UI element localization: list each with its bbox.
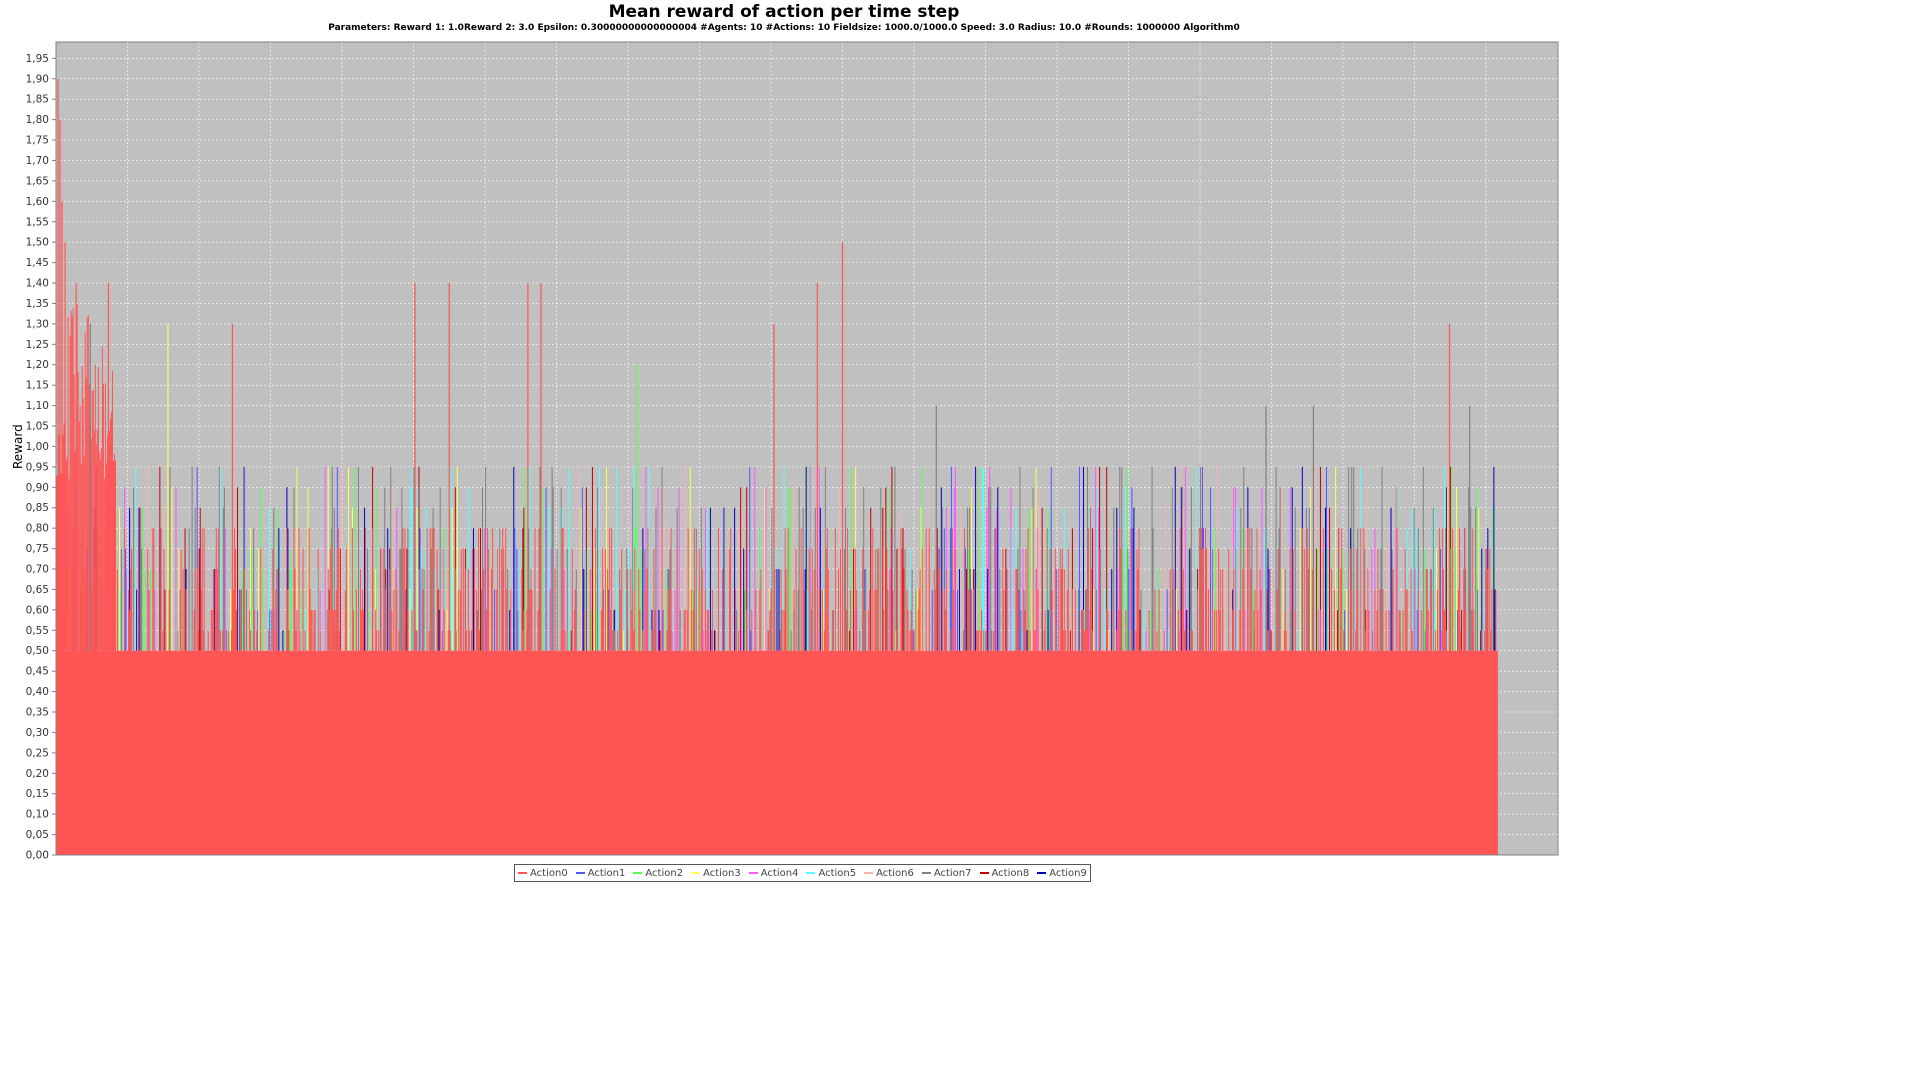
- y-tick-label: 1,10: [26, 400, 49, 412]
- legend-label: Action2: [645, 867, 684, 879]
- y-tick-label: 0,20: [26, 768, 49, 780]
- y-tick-label: 1,90: [26, 73, 49, 85]
- y-tick-label: 1,15: [26, 380, 49, 392]
- legend-item: Action4: [748, 867, 799, 879]
- y-tick-label: 0,45: [26, 666, 49, 678]
- legend-item: Action2: [633, 868, 683, 879]
- y-tick-label: 1,00: [26, 441, 49, 453]
- y-tick-label: 1,85: [26, 94, 49, 106]
- y-tick-label: 0,10: [26, 809, 49, 821]
- chart-title: Mean reward of action per time step: [608, 2, 960, 22]
- y-tick-label: 1,55: [26, 216, 49, 228]
- data-bar-base-fill: [56, 650, 1498, 855]
- y-tick-label: 0,80: [26, 523, 49, 535]
- legend-label: Action9: [1049, 867, 1087, 879]
- y-tick-label: 1,25: [26, 339, 49, 351]
- y-tick-label: 1,95: [26, 53, 49, 65]
- legend-swatch: [748, 872, 758, 874]
- y-tick-label: 0,90: [26, 482, 49, 494]
- y-tick-label: 0,25: [26, 747, 49, 759]
- legend-item: Action5: [806, 868, 856, 879]
- legend-swatch: [979, 872, 989, 874]
- legend-label: Action8: [991, 867, 1030, 879]
- y-tick-label: 1,35: [26, 298, 49, 310]
- y-tick-label: 0,65: [26, 584, 49, 596]
- y-tick-label: 0,55: [26, 625, 49, 637]
- y-tick-label: 0,70: [26, 564, 49, 576]
- y-tick-label: 1,40: [26, 278, 49, 290]
- legend-label: Action3: [703, 867, 741, 879]
- y-tick-label: 0,75: [26, 543, 49, 555]
- y-tick-label: 1,65: [26, 175, 49, 187]
- y-tick-label: 1,05: [26, 421, 49, 433]
- legend-swatch: [633, 872, 643, 874]
- y-tick-label: 0,35: [26, 707, 49, 719]
- y-tick-label: 1,45: [26, 257, 49, 269]
- legend-item: Action9: [1037, 868, 1087, 879]
- y-tick-label: 1,75: [26, 135, 49, 147]
- legend-swatch: [864, 872, 874, 874]
- y-tick-label: 0,95: [26, 461, 49, 473]
- legend-label: Action6: [876, 867, 914, 879]
- y-tick-label: 1,80: [26, 114, 49, 126]
- y-tick-label: 0,05: [26, 829, 49, 841]
- y-tick-label: 0,60: [26, 604, 49, 616]
- legend-item: Action6: [864, 868, 914, 879]
- y-tick-label: 0,50: [26, 645, 49, 657]
- y-tick-label: 1,70: [26, 155, 49, 167]
- legend-swatch: [575, 872, 585, 874]
- chart-subtitle: Parameters: Reward 1: 1.0Reward 2: 3.0 E…: [328, 23, 1240, 33]
- y-tick-label: 0,85: [26, 502, 49, 514]
- legend-swatch: [691, 872, 701, 874]
- legend-swatch: [921, 872, 931, 874]
- legend-swatch: [1037, 872, 1047, 874]
- legend-item: Action3: [691, 868, 741, 879]
- y-tick-label: 0,30: [26, 727, 49, 739]
- legend-swatch: [806, 872, 816, 874]
- y-tick-label: 1,50: [26, 237, 49, 249]
- y-tick-label: 0,00: [26, 850, 49, 862]
- y-tick-label: 1,20: [26, 359, 49, 371]
- legend-label: Action7: [933, 867, 972, 879]
- plot-border: [55, 41, 1559, 856]
- legend-item: Action8: [979, 867, 1030, 879]
- legend-label: Action0: [530, 867, 568, 879]
- plot-area: 0,00 0,05 0,10 0,15 0,20 0,25 0,30 0,35 0,40 0,45…: [26, 41, 1559, 862]
- y-tick-label: 1,60: [26, 196, 49, 208]
- y-tick-label: 1,30: [26, 318, 49, 330]
- legend-item: Action7: [921, 867, 972, 879]
- legend-label: Action4: [760, 867, 799, 879]
- y-tick-label: 0,15: [26, 788, 49, 800]
- legend-label: Action1: [587, 867, 626, 879]
- legend-item: Action0: [518, 868, 568, 879]
- legend-swatch: [518, 872, 527, 874]
- legend: Action0 Action1 Action2 Action3 Action4 Actio…: [514, 864, 1091, 882]
- legend-label: Action5: [818, 867, 857, 879]
- y-tick-label: 0,40: [26, 686, 49, 698]
- legend-item: Action1: [575, 867, 626, 879]
